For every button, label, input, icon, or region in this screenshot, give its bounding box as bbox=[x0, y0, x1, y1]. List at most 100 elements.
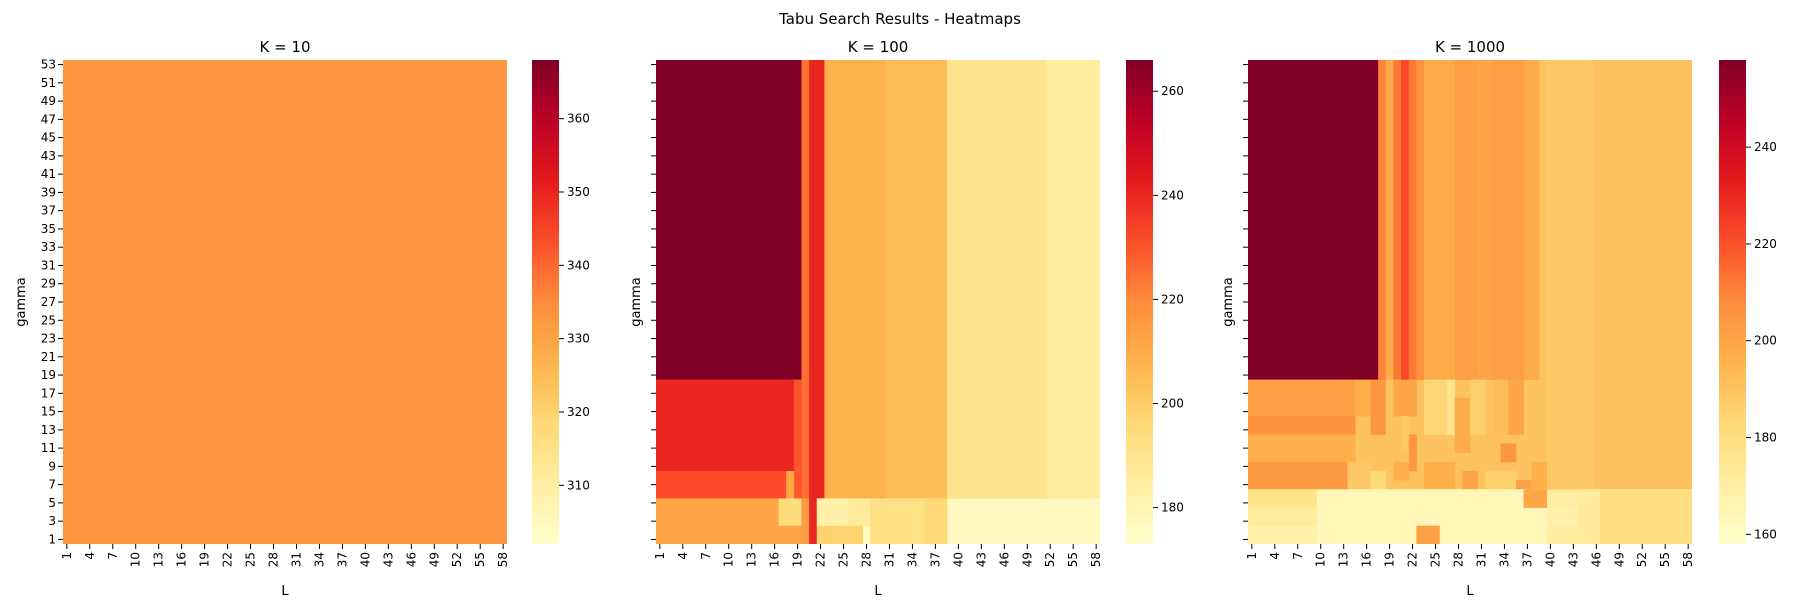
x-tick-label: 52 bbox=[450, 552, 464, 567]
heatmap-cell bbox=[1248, 434, 1356, 463]
x-tick-label: 4 bbox=[676, 552, 690, 560]
y-tick-label: 21 bbox=[41, 350, 56, 364]
y-tick-label: 41 bbox=[41, 167, 56, 181]
heatmap-cell bbox=[809, 498, 818, 544]
heatmap-cell bbox=[923, 498, 948, 544]
heatmap-cell bbox=[1385, 379, 1394, 454]
x-tick-label: 19 bbox=[198, 552, 212, 567]
x-tick-label: 58 bbox=[1089, 552, 1103, 567]
x-tick-label: 46 bbox=[404, 552, 418, 567]
y-tick-label: 9 bbox=[48, 459, 56, 473]
y-tick-label: 17 bbox=[41, 386, 56, 400]
colorbar-tick-label: 220 bbox=[1161, 292, 1184, 306]
x-tick-label: 25 bbox=[837, 552, 851, 567]
colorbar-gradient bbox=[532, 60, 559, 544]
heatmap-cell bbox=[824, 60, 887, 499]
heatmap-cell bbox=[816, 525, 864, 544]
heatmap-cell bbox=[1477, 60, 1494, 381]
y-tick-label: 13 bbox=[41, 423, 56, 437]
heatmap-cells bbox=[656, 60, 1100, 544]
x-tick-label: 58 bbox=[496, 552, 510, 567]
heatmap-cell bbox=[1248, 60, 1379, 381]
x-tick-label: 34 bbox=[905, 552, 919, 567]
colorbar-tick-label: 200 bbox=[1161, 396, 1184, 410]
x-tick-label: 13 bbox=[152, 552, 166, 567]
x-axis: 1 4 7 10 13 16 19 22 25 28 31 34 37 40 43 46 49 52 55 58 bbox=[1245, 544, 1695, 567]
y-axis bbox=[1243, 64, 1248, 540]
y-tick-label: 25 bbox=[41, 313, 56, 327]
x-tick-label: 43 bbox=[1566, 552, 1580, 567]
x-tick-label: 22 bbox=[814, 552, 828, 567]
x-tick-label: 52 bbox=[1043, 552, 1057, 567]
heatmap-cell bbox=[1248, 379, 1356, 417]
heatmap-panel-3: K = 1000 1 4 7 10 13 16 19 22 25 28 31 34 37 40 43 46 49 5… bbox=[1221, 38, 1777, 599]
heatmap-cell bbox=[793, 379, 802, 499]
x-tick-label: 10 bbox=[722, 552, 736, 567]
y-tick-label: 27 bbox=[41, 295, 56, 309]
x-tick-label: 31 bbox=[882, 552, 896, 567]
x-tick-label: 34 bbox=[312, 552, 326, 567]
x-tick-label: 58 bbox=[1681, 552, 1695, 567]
heatmap-cell bbox=[1401, 416, 1410, 454]
colorbar-tick-label: 180 bbox=[1754, 431, 1777, 445]
x-tick-label: 49 bbox=[1612, 552, 1626, 567]
heatmap-cell bbox=[1248, 461, 1348, 490]
heatmap-cell bbox=[1485, 470, 1517, 490]
y-tick-label: 11 bbox=[41, 441, 56, 455]
heatmap-cell bbox=[1424, 461, 1456, 490]
heatmap-cell bbox=[1408, 434, 1417, 472]
heatmap-cell bbox=[801, 60, 810, 499]
y-tick-label: 53 bbox=[41, 58, 56, 72]
colorbar-tick-label: 360 bbox=[567, 112, 590, 126]
colorbar-tick-label: 180 bbox=[1161, 501, 1184, 515]
heatmap-cell bbox=[1393, 461, 1410, 481]
heatmap-cell bbox=[1424, 60, 1456, 381]
figure-suptitle: Tabu Search Results - Heatmaps bbox=[778, 10, 1021, 28]
heatmap-cell bbox=[1492, 379, 1509, 435]
x-axis-label: L bbox=[874, 584, 882, 599]
heatmap-cell bbox=[1416, 525, 1440, 544]
y-tick-label: 51 bbox=[41, 76, 56, 90]
heatmap-cell bbox=[1470, 379, 1486, 435]
colorbar-tick-label: 160 bbox=[1754, 527, 1777, 541]
colorbar-tick-label: 220 bbox=[1754, 237, 1777, 251]
heatmap-cell bbox=[847, 498, 871, 527]
heatmap-cell bbox=[1492, 60, 1524, 381]
colorbar: 160 180 200 220 240 bbox=[1719, 60, 1777, 544]
x-tick-label: 40 bbox=[951, 552, 965, 567]
x-tick-label: 28 bbox=[860, 552, 874, 567]
panel-title: K = 100 bbox=[848, 38, 909, 56]
x-tick-label: 13 bbox=[1337, 552, 1351, 567]
y-axis: 5351494745434139373533312927252321191715… bbox=[41, 58, 63, 546]
x-tick-label: 7 bbox=[106, 552, 120, 560]
x-tick-label: 55 bbox=[1066, 552, 1080, 567]
x-tick-label: 1 bbox=[1245, 552, 1259, 560]
heatmap-cell bbox=[1393, 60, 1402, 381]
x-tick-label: 4 bbox=[83, 552, 97, 560]
heatmap-cell bbox=[1248, 525, 1318, 544]
x-tick-label: 43 bbox=[381, 552, 395, 567]
colorbar-tick-label: 310 bbox=[567, 478, 590, 492]
heatmap-cell bbox=[63, 60, 507, 544]
heatmap-cell bbox=[1347, 461, 1371, 490]
x-tick-label: 28 bbox=[267, 552, 281, 567]
heatmap-cells bbox=[1248, 60, 1692, 544]
heatmap-cell bbox=[1355, 379, 1371, 417]
heatmap-cell bbox=[1546, 60, 1593, 490]
y-tick-label: 23 bbox=[41, 332, 56, 346]
x-tick-label: 13 bbox=[745, 552, 759, 567]
heatmap-cell bbox=[786, 470, 795, 499]
heatmap-cell bbox=[1531, 461, 1547, 490]
x-tick-label: 7 bbox=[1291, 552, 1305, 560]
x-tick-label: 28 bbox=[1452, 552, 1466, 567]
heatmap-cell bbox=[946, 60, 1047, 499]
x-tick-label: 31 bbox=[289, 552, 303, 567]
x-tick-label: 55 bbox=[1658, 552, 1672, 567]
heatmap-cell bbox=[809, 60, 825, 499]
y-tick-label: 35 bbox=[41, 222, 56, 236]
heatmap-cell bbox=[1500, 443, 1517, 463]
y-tick-label: 5 bbox=[48, 496, 56, 510]
heatmap-panel-1: K = 101 4 7 10 13 16 19 22 25 28 31 34 37 40 43 46 49 52 5… bbox=[14, 38, 590, 599]
colorbar-gradient bbox=[1126, 60, 1153, 544]
heatmap-cell bbox=[1370, 379, 1387, 435]
